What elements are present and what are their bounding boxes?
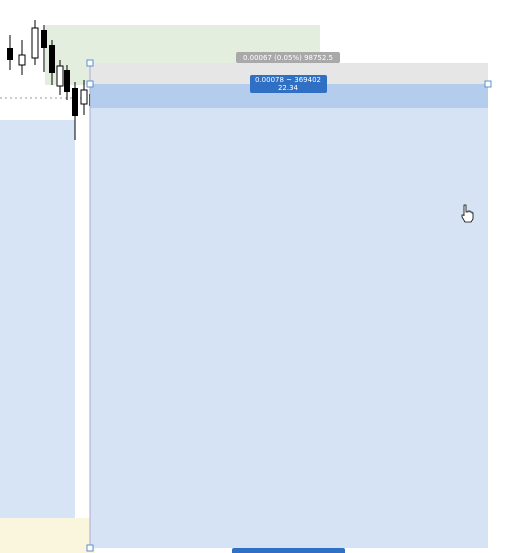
left-zone [0, 120, 75, 520]
hand-cursor [461, 204, 474, 223]
stop-label-bg [232, 548, 345, 553]
target-label: 0.00067 (0.05%) 98752.5 [243, 54, 333, 62]
candles [7, 20, 94, 140]
ratio-label: 22.34 [278, 84, 299, 92]
target-label-bg [236, 52, 340, 63]
handle[interactable] [86, 544, 94, 552]
handle[interactable] [86, 59, 94, 67]
target-zone [90, 63, 488, 84]
left-zone-yellow [0, 518, 95, 553]
handle[interactable] [484, 80, 492, 88]
handle[interactable] [86, 80, 94, 88]
stop-zone[interactable] [90, 84, 488, 548]
entry-label-bg [250, 75, 327, 93]
entry-label: 0.00078 ~ 369402 [255, 76, 321, 84]
